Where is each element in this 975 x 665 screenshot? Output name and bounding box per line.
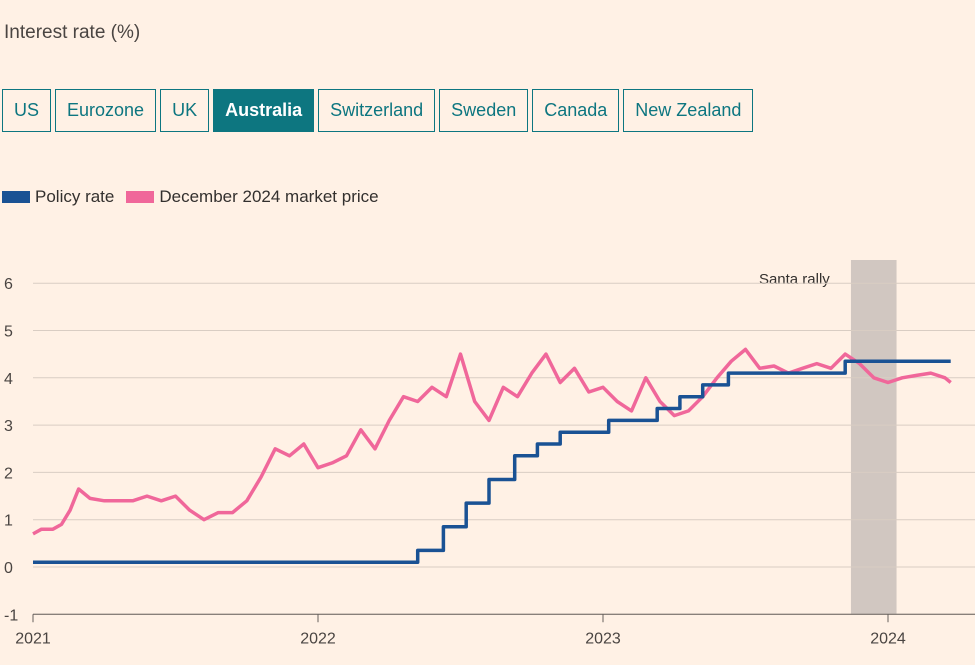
x-tick-label: 2022 [300,630,336,647]
tab-australia[interactable]: Australia [213,89,315,132]
policy-rate-line [33,359,951,565]
tab-sweden[interactable]: Sweden [439,89,529,132]
y-tick-label: 0 [4,560,13,577]
tab-uk[interactable]: UK [160,89,210,132]
y-tick-label: 2 [4,465,13,482]
market-price-line [32,347,952,536]
legend-label-policy-rate: Policy rate [35,187,115,206]
legend-label-market-price: December 2024 market price [159,187,379,206]
santa-rally-band [850,260,897,615]
legend-item-policy-rate: Policy rate [2,187,114,207]
tab-eurozone[interactable]: Eurozone [55,89,157,132]
tab-canada[interactable]: Canada [532,89,620,132]
y-tick-label: 3 [4,418,13,435]
y-tick-label: 5 [4,324,13,341]
chart-legend: Policy rate December 2024 market price [2,187,391,207]
legend-swatch-market-price [126,191,155,203]
y-tick-label: 6 [4,276,13,293]
shade-layer: Santa rally [759,260,897,615]
tab-us[interactable]: US [2,89,52,132]
x-tick-label: 2023 [585,630,621,647]
country-tabs: US Eurozone UK Australia Switzerland Swe… [2,89,754,132]
tab-new-zealand[interactable]: New Zealand [623,89,754,132]
tab-switzerland[interactable]: Switzerland [318,89,436,132]
series-layer [32,347,952,565]
x-tick-label: 2024 [870,630,906,647]
tick-layer: -1 0 1 2 3 4 5 6 2021 2022 2023 2024 [4,276,975,647]
x-tick-label: 2021 [15,630,51,647]
legend-swatch-policy-rate [2,191,30,203]
santa-rally-label: Santa rally [759,271,830,288]
y-tick-label: 4 [4,371,13,388]
legend-item-market-price: December 2024 market price [126,187,379,207]
y-tick-label: 1 [4,513,13,530]
grid-layer [33,282,975,615]
y-tick-label: -1 [4,607,18,624]
chart-subtitle: Interest rate (%) [4,22,141,43]
